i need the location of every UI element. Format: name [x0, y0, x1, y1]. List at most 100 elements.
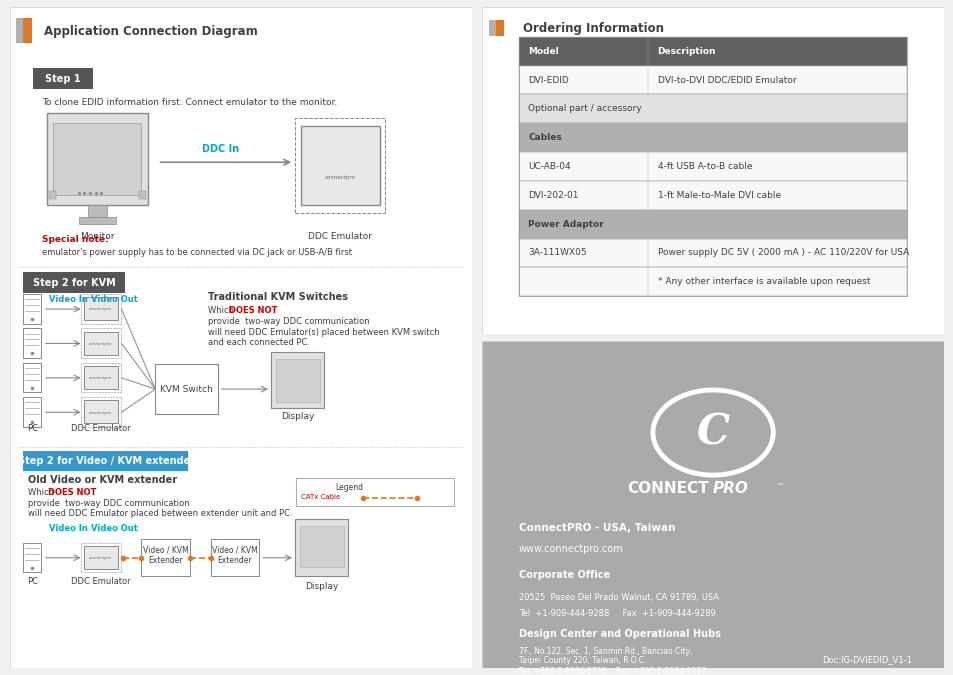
Bar	[296, 479, 454, 506]
Bar	[24, 272, 125, 292]
Bar	[88, 205, 107, 219]
Bar	[32, 68, 92, 90]
Bar	[84, 331, 118, 354]
Text: connectpro: connectpro	[325, 175, 355, 180]
Text: Cables: Cables	[528, 133, 561, 142]
Bar	[47, 113, 149, 205]
Text: Traditional KVM Switches: Traditional KVM Switches	[209, 292, 348, 302]
Bar	[299, 526, 343, 567]
Text: KVM Switch: KVM Switch	[160, 385, 213, 394]
Bar	[518, 181, 906, 210]
Bar	[141, 539, 190, 576]
Bar	[301, 126, 379, 205]
Bar	[275, 358, 319, 402]
Text: connectpro: connectpro	[89, 342, 112, 346]
Text: Doc:IG-DVIEDID_V1-1: Doc:IG-DVIEDID_V1-1	[821, 655, 911, 665]
Text: will need DDC Emulator placed between extender unit and PC.: will need DDC Emulator placed between ex…	[28, 509, 293, 518]
Text: Ordering Information: Ordering Information	[523, 22, 663, 34]
Text: PC: PC	[27, 577, 38, 587]
Bar	[81, 543, 120, 572]
Text: Tel  +886-2-8964-2700    Fax  +886-2-8964-2977: Tel +886-2-8964-2700 Fax +886-2-8964-297…	[518, 667, 705, 675]
Text: To clone EDID information first. Connect emulator to the monitor.: To clone EDID information first. Connect…	[42, 98, 336, 107]
Bar	[518, 124, 906, 152]
Text: Video Out: Video Out	[91, 524, 137, 533]
Text: provide  two-way DDC communication: provide two-way DDC communication	[28, 499, 190, 508]
Text: connectpro: connectpro	[89, 556, 112, 560]
Text: CATx Cable: CATx Cable	[301, 494, 340, 500]
Text: Application Connection Diagram: Application Connection Diagram	[44, 26, 257, 38]
Bar	[79, 217, 116, 223]
Bar	[53, 123, 141, 195]
Bar	[81, 294, 120, 323]
Text: will need DDC Emulator(s) placed between KVM switch: will need DDC Emulator(s) placed between…	[209, 328, 439, 337]
Text: Video In: Video In	[49, 295, 88, 304]
Text: Step 2 for KVM: Step 2 for KVM	[33, 277, 115, 288]
Text: 4-ft USB A-to-B cable: 4-ft USB A-to-B cable	[657, 162, 751, 171]
Text: Step 1: Step 1	[45, 74, 80, 84]
Text: Extender: Extender	[217, 556, 252, 565]
Bar	[24, 362, 41, 392]
Bar	[518, 65, 906, 95]
Text: 20525  Paseo Del Prado Walnut, CA 91789, USA: 20525 Paseo Del Prado Walnut, CA 91789, …	[518, 593, 718, 601]
Text: Power Adaptor: Power Adaptor	[528, 219, 603, 229]
Bar	[518, 238, 906, 267]
Bar	[496, 20, 503, 36]
Text: Display: Display	[304, 583, 337, 591]
Text: Description: Description	[657, 47, 716, 56]
Bar	[211, 539, 259, 576]
Text: DOES NOT: DOES NOT	[229, 306, 277, 315]
Bar	[518, 37, 906, 296]
Bar	[84, 297, 118, 321]
Bar	[294, 520, 348, 576]
Text: Optional part / accessory: Optional part / accessory	[528, 105, 641, 113]
Bar	[518, 95, 906, 124]
Text: CONNECT: CONNECT	[626, 481, 708, 495]
Bar	[155, 364, 217, 414]
Text: Corporate Office: Corporate Office	[518, 570, 609, 580]
Text: C: C	[696, 412, 729, 454]
Text: 1-ft Male-to-Male DVI cable: 1-ft Male-to-Male DVI cable	[657, 191, 780, 200]
Bar	[139, 190, 146, 198]
Text: UC-AB-04: UC-AB-04	[528, 162, 570, 171]
Text: DDC In: DDC In	[201, 144, 238, 154]
Text: Which: Which	[28, 488, 56, 497]
Bar	[24, 328, 41, 358]
Text: * Any other interface is available upon request: * Any other interface is available upon …	[657, 277, 869, 286]
Text: PRO: PRO	[712, 481, 748, 495]
Text: Legend: Legend	[335, 483, 363, 491]
Text: Video / KVM: Video / KVM	[212, 545, 257, 554]
Text: 3A-111WX05: 3A-111WX05	[528, 248, 586, 257]
Text: Video In: Video In	[49, 524, 88, 533]
Text: 7F., No.122, Sec. 1, Sanmin Rd., Banciao City,: 7F., No.122, Sec. 1, Sanmin Rd., Banciao…	[518, 647, 692, 655]
Text: www.connectpro.com: www.connectpro.com	[518, 544, 622, 554]
Bar	[81, 397, 120, 427]
Text: Model: Model	[528, 47, 558, 56]
Text: DDC Emulator: DDC Emulator	[308, 232, 372, 242]
Text: Tel  +1-909-444-9288     Fax  +1-909-444-9289: Tel +1-909-444-9288 Fax +1-909-444-9289	[518, 609, 715, 618]
Text: Old Video or KVM extender: Old Video or KVM extender	[28, 475, 177, 485]
Bar	[518, 37, 906, 65]
Text: Video Out: Video Out	[91, 295, 137, 304]
Text: ™: ™	[775, 481, 783, 491]
Bar	[24, 294, 41, 323]
Text: provide  two-way DDC communication: provide two-way DDC communication	[209, 317, 370, 326]
Text: Display: Display	[280, 412, 314, 421]
Bar	[49, 190, 55, 198]
Bar	[84, 546, 118, 569]
Bar	[24, 543, 41, 572]
Text: Design Center and Operational Hubs: Design Center and Operational Hubs	[518, 629, 720, 639]
Text: Monitor: Monitor	[80, 232, 114, 242]
Text: connectpro: connectpro	[89, 307, 112, 311]
Text: and each connected PC.: and each connected PC.	[209, 338, 310, 348]
Text: PC: PC	[27, 425, 38, 433]
Bar	[84, 366, 118, 389]
Bar	[81, 328, 120, 358]
Bar	[81, 362, 120, 392]
Text: Video / KVM: Video / KVM	[142, 545, 188, 554]
Bar	[518, 210, 906, 238]
Bar	[518, 152, 906, 181]
Text: DVI-to-DVI DDC/EDID Emulator: DVI-to-DVI DDC/EDID Emulator	[657, 76, 796, 84]
Bar	[488, 20, 497, 36]
Bar	[24, 397, 41, 427]
Bar	[84, 400, 118, 423]
